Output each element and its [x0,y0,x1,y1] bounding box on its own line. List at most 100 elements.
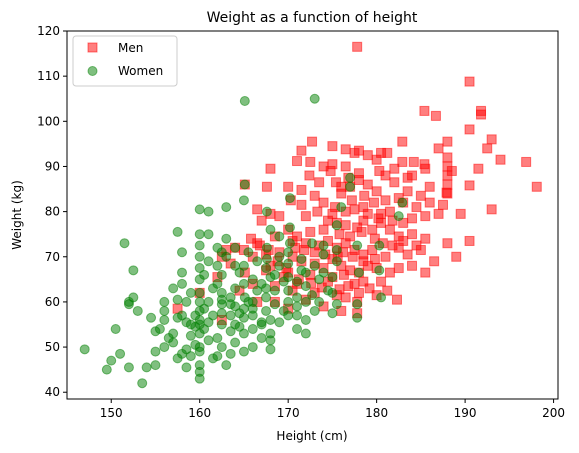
men-point [325,165,336,176]
men-point [296,145,307,156]
women-point [274,251,285,262]
men-point [314,177,325,188]
women-point [239,179,250,190]
women-point [331,256,342,267]
men-point [304,170,315,181]
points-layer [79,41,542,389]
men-point [299,244,310,255]
women-point [177,278,188,289]
women-point [300,314,311,325]
women-point [194,342,205,353]
women-point [168,337,179,348]
women-point [283,247,294,258]
men-point [353,168,364,179]
men-point [371,186,382,197]
men-point [442,238,453,249]
men-point [356,226,367,237]
women-point [212,260,223,271]
women-point [177,247,188,258]
women-point [296,254,307,265]
men-point [380,170,391,181]
women-point [314,296,325,307]
men-point [349,204,360,215]
women-point [203,256,214,267]
women-point [374,240,385,251]
men-point [398,235,409,246]
men-point [402,249,413,260]
men-point [411,202,422,213]
men-point [327,141,338,152]
women-point [216,294,227,305]
men-point [407,229,418,240]
x-tick-label: 190 [454,406,477,420]
women-point [309,305,320,316]
women-point [283,310,294,321]
women-point [247,274,258,285]
women-point [284,238,295,249]
women-point [238,346,249,357]
women-point [203,229,214,240]
women-point [247,303,258,314]
women-point [216,319,227,330]
women-point [265,224,276,235]
women-point [292,301,303,312]
men-point [336,188,347,199]
women-point [225,299,236,310]
men-point [369,254,380,265]
men-point [362,150,373,161]
men-point [382,285,393,296]
women-point [146,312,157,323]
y-axis: 40 50 60 70 80 90 100 110 120 [37,24,67,399]
men-point [296,184,307,195]
women-point [336,202,347,213]
women-point [345,172,356,183]
women-point [269,299,280,310]
men-point [430,110,441,121]
women-point [374,265,385,276]
women-point [150,346,161,357]
y-tick-label: 70 [45,250,60,264]
women-point [234,321,245,332]
men-point [402,186,413,197]
men-point [391,294,402,305]
women-point [322,285,333,296]
women-point [256,317,267,328]
women-point [181,296,192,307]
women-point [300,328,311,339]
men-point [437,199,448,210]
women-point [261,292,272,303]
women-point [393,211,404,222]
men-point [353,145,364,156]
women-point [256,333,267,344]
men-point [345,231,356,242]
men-point [274,211,285,222]
men-point [408,156,419,167]
y-tick-label: 40 [45,385,60,399]
men-point [429,256,440,267]
men-point [521,156,532,167]
legend-women-label: Women [118,64,163,78]
women-point [203,296,214,307]
y-tick-label: 110 [37,69,60,83]
x-tick-label: 150 [100,406,123,420]
men-point [442,136,453,147]
women-point [238,195,249,206]
women-point [177,310,188,321]
women-point [307,238,318,249]
women-point [159,296,170,307]
women-point [256,278,267,289]
women-point [221,251,232,262]
women-point [247,342,258,353]
men-point [531,181,542,192]
women-point [216,269,227,280]
men-point [283,181,294,192]
women-point [239,95,250,106]
men-point [380,251,391,262]
plot-frame [66,30,559,400]
women-point [216,308,227,319]
women-point [128,292,139,303]
men-point [384,267,395,278]
men-point [407,213,418,224]
men-point [338,269,349,280]
women-point [216,342,227,353]
